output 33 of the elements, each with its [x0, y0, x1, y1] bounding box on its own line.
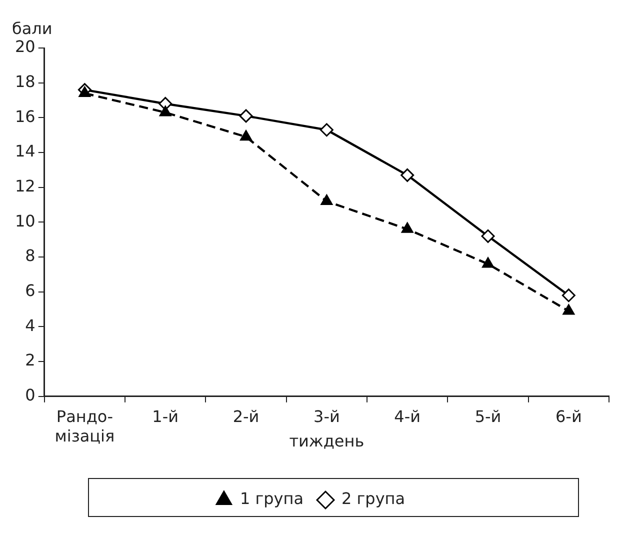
x-tick-label: 5-й: [474, 407, 502, 426]
point: [481, 229, 495, 243]
point: [240, 130, 252, 141]
y-axis-title: бали: [12, 19, 52, 38]
y-tick-label: 0: [25, 386, 36, 405]
y-tick-label: 18: [15, 72, 36, 91]
x-tick-label: 4-й: [394, 407, 421, 426]
y-tick-label: 2: [25, 350, 36, 370]
x-tick-label: 1-й: [152, 407, 179, 426]
x-tick-label: 2-й: [232, 407, 260, 426]
point: [320, 194, 333, 206]
y-tick-label: 12: [15, 176, 36, 196]
point: [482, 257, 494, 268]
point: [239, 109, 253, 123]
x-axis-title: тиждень: [289, 432, 364, 451]
point: [159, 106, 172, 116]
point: [78, 86, 91, 98]
y-tick-label: 4: [25, 316, 36, 335]
x-tick-label: 6-й: [555, 407, 582, 426]
point: [562, 304, 575, 315]
x-tick-label: 3-й: [314, 407, 340, 426]
y-tick-label: 10: [15, 211, 36, 230]
point: [400, 168, 414, 182]
point: [320, 123, 334, 137]
x-tick-label: Рандо- мізація: [54, 407, 115, 446]
legend-label: 2 група: [342, 489, 406, 508]
y-tick-label: 16: [15, 106, 36, 126]
point: [401, 222, 414, 233]
y-tick-label: 20: [15, 37, 36, 56]
y-tick-label: 8: [25, 246, 36, 266]
y-tick-label: 6: [25, 281, 36, 300]
y-tick-label: 14: [15, 142, 36, 161]
legend-label: 1 група: [240, 489, 304, 508]
